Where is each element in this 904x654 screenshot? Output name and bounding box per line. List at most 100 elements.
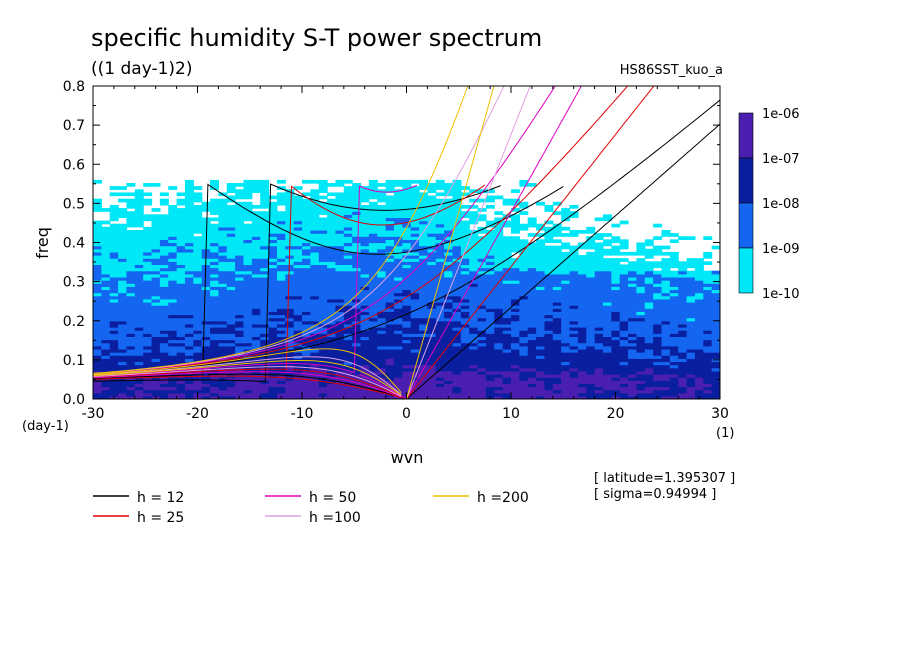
heatmap-cell (268, 380, 278, 384)
heatmap-cell (653, 333, 663, 337)
heatmap-cell (210, 204, 219, 209)
heatmap-cell (352, 330, 362, 334)
heatmap-cell (343, 186, 353, 190)
heatmap-cell (393, 286, 403, 291)
heatmap-cell (669, 333, 679, 337)
heatmap-cell (502, 345, 512, 350)
heatmap-cell (494, 320, 504, 325)
heatmap-cell (93, 327, 102, 331)
heatmap-cell (678, 389, 688, 394)
heatmap-cell (310, 386, 320, 391)
heatmap-cell (193, 286, 203, 291)
heatmap-cell (101, 348, 111, 353)
heatmap-cell (402, 367, 412, 372)
heatmap-cell (368, 345, 378, 350)
heatmap-cell (577, 295, 587, 300)
heatmap-cell (360, 270, 370, 275)
heatmap-cell (352, 248, 362, 253)
heatmap-cell (552, 267, 562, 272)
heatmap-cell (385, 377, 395, 381)
heatmap-cell (686, 270, 696, 275)
heatmap-cell (184, 245, 194, 250)
heatmap-cell (452, 280, 462, 284)
heatmap-cell (502, 248, 512, 253)
heatmap-cell (435, 314, 445, 319)
heatmap-cell (327, 248, 337, 253)
heatmap-cell (343, 258, 353, 262)
heatmap-cell (101, 220, 111, 225)
heatmap-cell (176, 292, 186, 297)
heatmap-cell (327, 211, 337, 215)
heatmap-cell (101, 317, 111, 322)
heatmap-cell (285, 189, 295, 194)
heatmap-cell (93, 361, 102, 366)
heatmap-cell (636, 345, 646, 350)
heatmap-cell (511, 276, 520, 281)
heatmap-cell (669, 370, 679, 375)
heatmap-cell (327, 308, 337, 312)
heatmap-cell (385, 236, 395, 240)
heatmap-cell (210, 333, 219, 337)
heatmap-cell (310, 339, 320, 344)
heatmap-cell (402, 323, 412, 328)
heatmap-cell (703, 348, 713, 353)
heatmap-cell (143, 305, 153, 309)
heatmap-cell (594, 342, 604, 347)
heatmap-cell (118, 367, 128, 372)
heatmap-cell (444, 255, 454, 259)
heatmap-cell (285, 286, 295, 291)
heatmap-cell (210, 208, 219, 212)
heatmap-cell (268, 395, 278, 399)
heatmap-cell (552, 358, 562, 363)
heatmap-cell (143, 229, 153, 234)
heatmap-cell (260, 283, 270, 287)
heatmap-cell (368, 226, 378, 231)
heatmap-cell (260, 323, 270, 328)
heatmap-cell (494, 283, 504, 287)
heatmap-cell (310, 377, 320, 381)
heatmap-cell (435, 280, 445, 284)
heatmap-cell (594, 352, 604, 356)
heatmap-cell (243, 314, 253, 319)
heatmap-cell (101, 327, 111, 331)
heatmap-cell (628, 320, 637, 325)
heatmap-cell (360, 226, 370, 231)
heatmap-cell (460, 239, 470, 244)
heatmap-cell (402, 301, 412, 306)
heatmap-cell (235, 208, 245, 212)
heatmap-cell (644, 314, 654, 319)
heatmap-cell (419, 383, 428, 388)
heatmap-cell (193, 314, 203, 319)
heatmap-cell (143, 239, 153, 244)
heatmap-cell (694, 311, 704, 316)
heatmap-cell (527, 261, 537, 266)
heatmap-cell (318, 201, 328, 206)
heatmap-cell (318, 383, 328, 388)
heatmap-cell (210, 305, 219, 309)
heatmap-cell (561, 233, 571, 237)
heatmap-cell (619, 251, 629, 256)
heatmap-cell (444, 270, 454, 275)
heatmap-cell (452, 342, 462, 347)
heatmap-cell (310, 251, 320, 256)
heatmap-cell (168, 352, 178, 356)
heatmap-cell (611, 251, 621, 256)
heatmap-cell (143, 292, 153, 297)
heatmap-cell (201, 217, 211, 222)
heatmap-cell (577, 305, 587, 309)
heatmap-cell (368, 308, 378, 312)
heatmap-cell (302, 330, 311, 334)
heatmap-cell (544, 236, 554, 240)
heatmap-cell (602, 323, 612, 328)
heatmap-cell (435, 251, 445, 256)
heatmap-cell (460, 305, 470, 309)
heatmap-cell (628, 389, 637, 394)
heatmap-cell (661, 352, 671, 356)
heatmap-cell (368, 377, 378, 381)
heatmap-cell (452, 201, 462, 206)
heatmap-cell (511, 373, 520, 378)
heatmap-cell (485, 276, 495, 281)
heatmap-cell (427, 358, 437, 363)
heatmap-cell (393, 358, 403, 363)
heatmap-cell (260, 211, 270, 215)
